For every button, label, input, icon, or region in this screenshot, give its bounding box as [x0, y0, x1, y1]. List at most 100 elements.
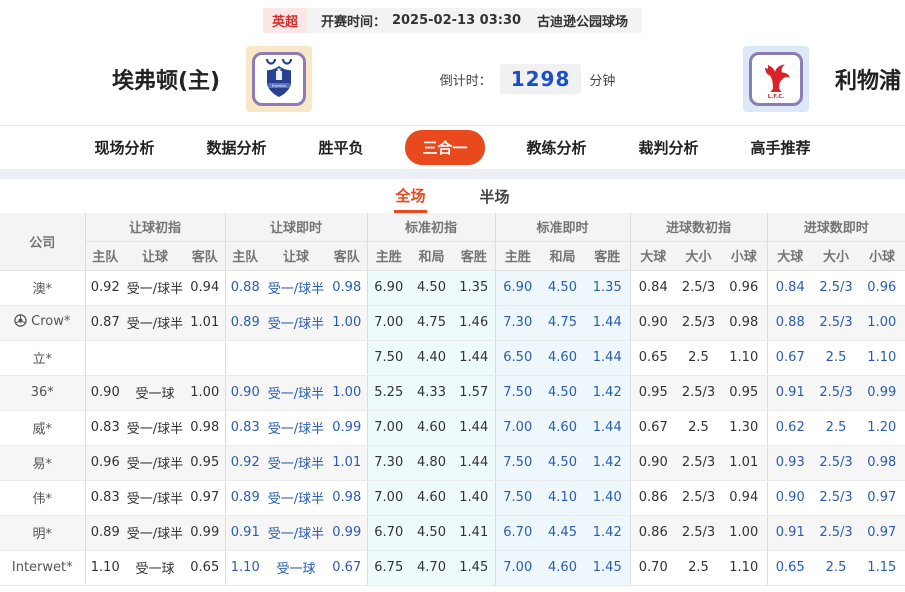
odds-cell[interactable]: 0.99	[859, 375, 905, 411]
odds-cell[interactable]: 4.50	[540, 445, 585, 481]
odds-cell[interactable]: 1.10	[84, 550, 125, 586]
odds-cell[interactable]: 0.97	[859, 515, 905, 551]
odds-cell[interactable]: 4.10	[540, 480, 585, 516]
odds-cell[interactable]: 1.35	[453, 270, 495, 306]
league-badge[interactable]: 英超	[262, 8, 307, 33]
odds-cell[interactable]: 0.98	[859, 445, 905, 481]
odds-cell[interactable]: 0.99	[327, 515, 367, 551]
odds-cell[interactable]: 1.00	[185, 375, 225, 411]
subtab-half-time[interactable]: 半场	[479, 188, 510, 206]
odds-cell[interactable]: 0.95	[721, 375, 768, 411]
odds-cell[interactable]: 4.33	[410, 375, 453, 411]
odds-cell[interactable]: 4.45	[540, 515, 585, 551]
odds-cell[interactable]: 0.98	[327, 480, 367, 516]
odds-cell[interactable]: 1.44	[453, 340, 495, 376]
odds-cell[interactable]: 6.90	[494, 270, 540, 306]
odds-cell[interactable]: 0.86	[629, 515, 676, 551]
odds-cell[interactable]: 受一球	[125, 375, 185, 411]
odds-cell[interactable]: 0.91	[766, 515, 814, 551]
odds-cell[interactable]: 1.44	[585, 410, 630, 446]
odds-cell[interactable]: 7.00	[494, 550, 540, 586]
odds-cell[interactable]: 0.91	[224, 515, 265, 551]
odds-cell[interactable]: 4.75	[410, 305, 453, 341]
odds-cell[interactable]: 0.95	[185, 445, 225, 481]
odds-cell[interactable]: 7.00	[366, 410, 410, 446]
odds-cell[interactable]: 6.90	[366, 270, 410, 306]
tab-live-analysis[interactable]: 现场分析	[94, 139, 155, 157]
odds-cell[interactable]: 0.94	[185, 270, 225, 306]
odds-cell[interactable]: 4.60	[540, 410, 585, 446]
odds-cell[interactable]: 2.5	[676, 550, 721, 586]
odds-cell[interactable]: 4.50	[410, 270, 453, 306]
odds-cell[interactable]: 1.44	[585, 305, 630, 341]
odds-cell[interactable]: 6.50	[494, 340, 540, 376]
odds-cell[interactable]: 0.84	[766, 270, 814, 306]
bookmaker-name[interactable]: 易*	[0, 445, 85, 481]
odds-cell[interactable]: 7.00	[494, 410, 540, 446]
odds-cell[interactable]: 1.10	[721, 340, 768, 376]
odds-cell[interactable]: 1.10	[859, 340, 905, 376]
odds-cell[interactable]: 2.5	[813, 340, 860, 376]
odds-cell[interactable]: 0.98	[721, 305, 768, 341]
odds-cell[interactable]: 1.01	[185, 305, 225, 341]
odds-cell[interactable]	[185, 340, 225, 376]
odds-cell[interactable]: 受一/球半	[265, 410, 327, 446]
odds-cell[interactable]: 0.88	[224, 270, 265, 306]
odds-cell[interactable]: 1.10	[224, 550, 265, 586]
odds-cell[interactable]: 6.70	[494, 515, 540, 551]
odds-cell[interactable]: 0.67	[629, 410, 676, 446]
odds-cell[interactable]: 6.70	[366, 515, 410, 551]
odds-cell[interactable]: 2.5/3	[676, 270, 721, 306]
odds-cell[interactable]: 0.67	[766, 340, 814, 376]
odds-cell[interactable]: 2.5	[813, 550, 860, 586]
odds-cell[interactable]: 5.25	[366, 375, 410, 411]
odds-cell[interactable]: 0.89	[224, 480, 265, 516]
odds-cell[interactable]: 1.46	[453, 305, 495, 341]
odds-cell[interactable]: 4.60	[540, 550, 585, 586]
odds-cell[interactable]: 1.20	[859, 410, 905, 446]
bookmaker-name[interactable]: Interwet*	[0, 550, 85, 586]
odds-cell[interactable]: 0.91	[766, 375, 814, 411]
odds-cell[interactable]: 0.65	[185, 550, 225, 586]
bookmaker-name[interactable]: 明*	[0, 515, 85, 551]
odds-cell[interactable]: 0.93	[766, 445, 814, 481]
odds-cell[interactable]: 0.97	[185, 480, 225, 516]
odds-cell[interactable]: 1.00	[721, 515, 768, 551]
odds-cell[interactable]: 7.30	[366, 445, 410, 481]
odds-cell[interactable]: 2.5	[676, 410, 721, 446]
odds-cell[interactable]: 0.99	[185, 515, 225, 551]
odds-cell[interactable]: 2.5/3	[813, 445, 860, 481]
odds-cell[interactable]: 1.44	[453, 410, 495, 446]
bookmaker-name[interactable]: 36*	[0, 375, 85, 411]
tab-win-draw-lose[interactable]: 胜平负	[318, 139, 364, 157]
tab-expert-picks[interactable]: 高手推荐	[750, 139, 811, 157]
odds-cell[interactable]: 0.96	[721, 270, 768, 306]
tab-coach-analysis[interactable]: 教练分析	[526, 139, 587, 157]
odds-cell[interactable]	[327, 340, 367, 376]
odds-cell[interactable]: 0.92	[84, 270, 125, 306]
odds-cell[interactable]: 7.50	[494, 445, 540, 481]
odds-cell[interactable]: 0.96	[84, 445, 125, 481]
odds-cell[interactable]: 受一/球半	[125, 305, 185, 341]
odds-cell[interactable]: 0.83	[84, 410, 125, 446]
tab-three-in-one[interactable]: 三合一	[405, 130, 485, 165]
odds-cell[interactable]: 1.00	[859, 305, 905, 341]
odds-cell[interactable]: 1.42	[585, 445, 630, 481]
odds-cell[interactable]: 0.86	[629, 480, 676, 516]
odds-cell[interactable]: 7.00	[366, 305, 410, 341]
subtab-full-time[interactable]: 全场	[394, 180, 427, 213]
odds-cell[interactable]: 受一/球半	[265, 515, 327, 551]
odds-cell[interactable]: 1.44	[453, 445, 495, 481]
odds-cell[interactable]: 7.00	[366, 480, 410, 516]
odds-cell[interactable]: 4.50	[410, 515, 453, 551]
odds-cell[interactable]: 1.42	[585, 375, 630, 411]
odds-cell[interactable]: 2.5	[813, 410, 860, 446]
odds-cell[interactable]: 4.60	[410, 410, 453, 446]
odds-cell[interactable]: 0.83	[84, 480, 125, 516]
odds-cell[interactable]: 0.92	[224, 445, 265, 481]
odds-cell[interactable]: 受一球	[125, 550, 185, 586]
odds-cell[interactable]: 1.01	[327, 445, 367, 481]
odds-cell[interactable]: 4.50	[540, 270, 585, 306]
tab-referee-analysis[interactable]: 裁判分析	[638, 139, 699, 157]
odds-cell[interactable]: 2.5/3	[676, 445, 721, 481]
